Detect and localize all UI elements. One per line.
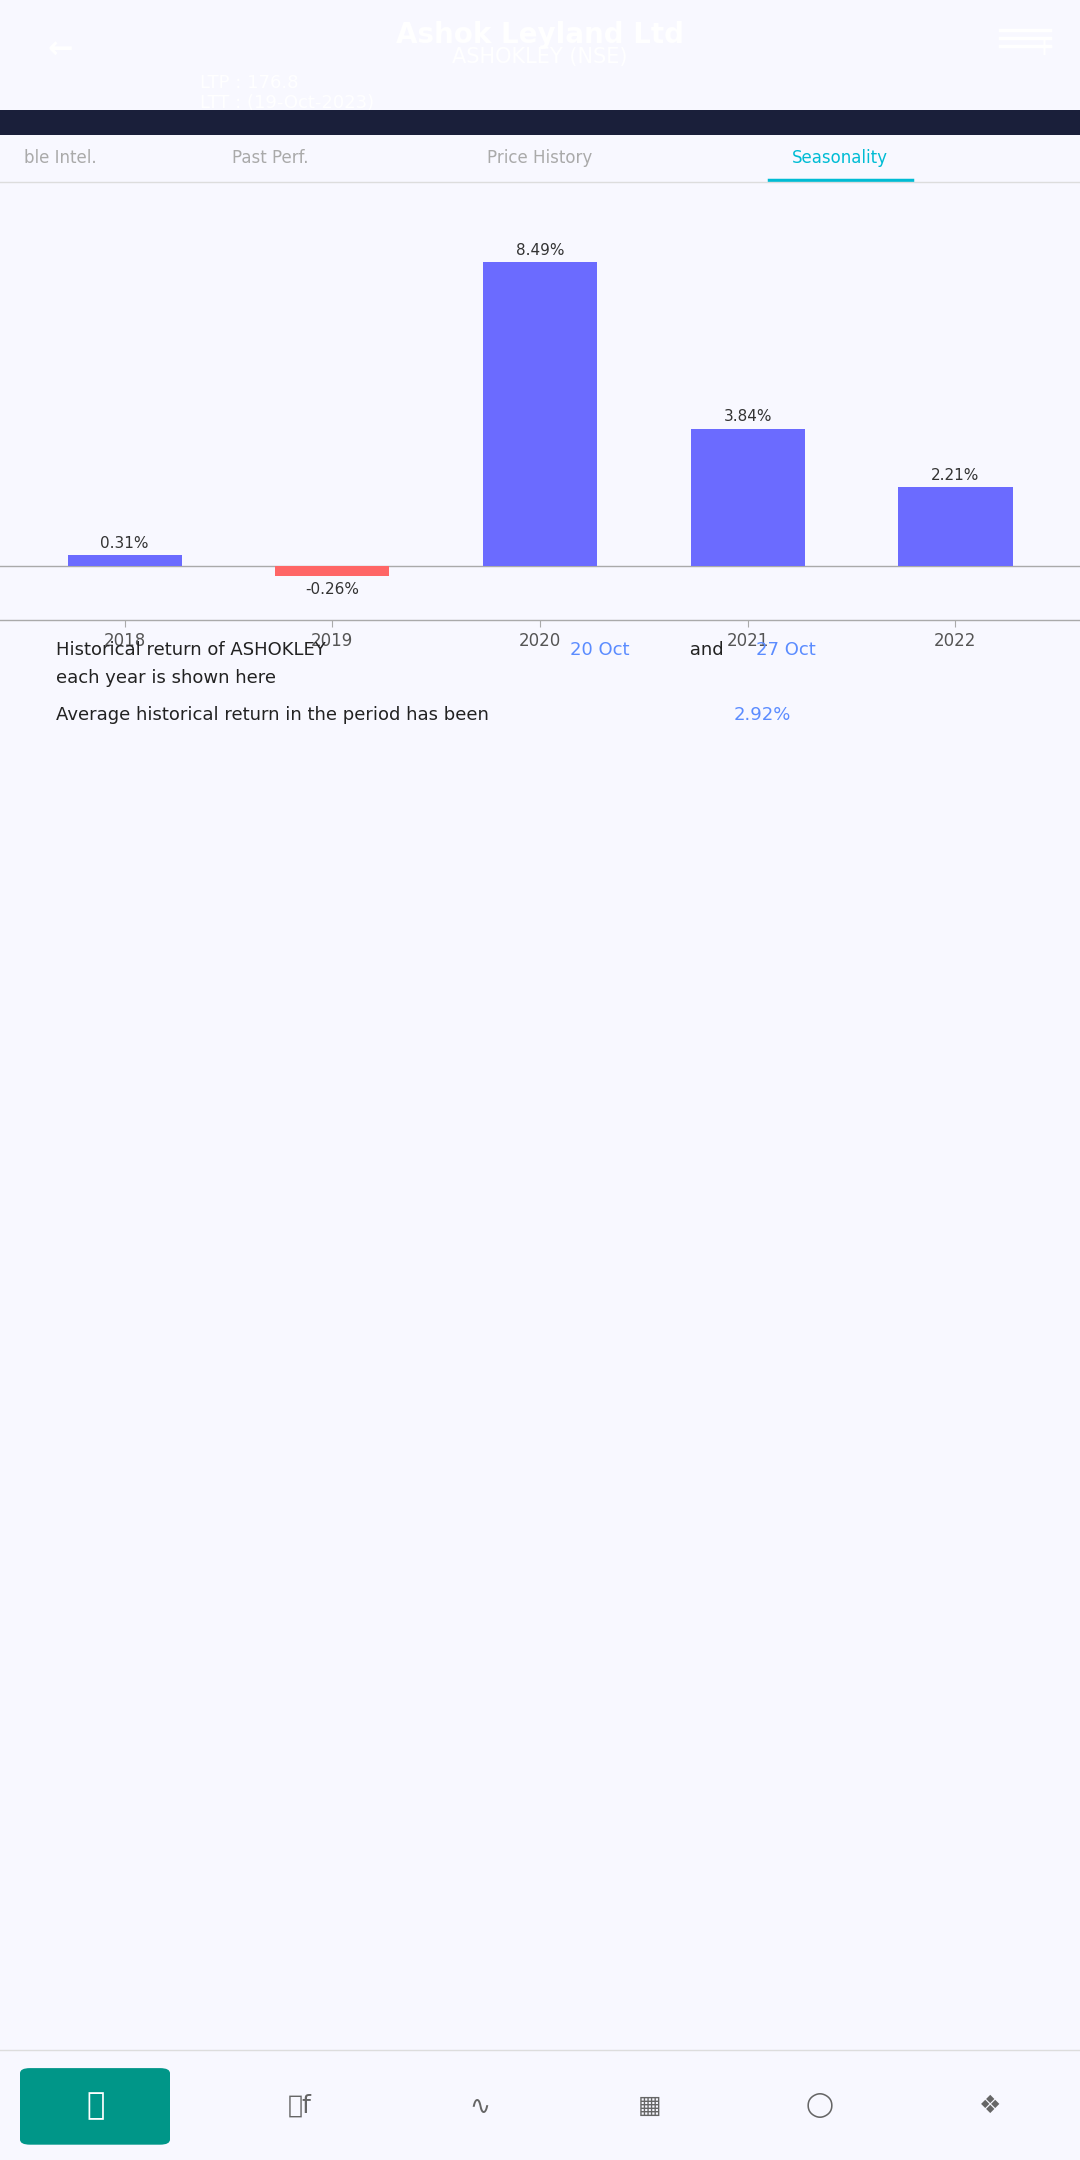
- Bar: [899, 486, 1013, 566]
- Text: 2.92%: 2.92%: [734, 706, 792, 724]
- Bar: [275, 566, 390, 575]
- Text: and: and: [684, 642, 729, 659]
- Text: ble Intel.: ble Intel.: [24, 149, 96, 166]
- Text: Average historical return in the period has been: Average historical return in the period …: [56, 706, 495, 724]
- Text: 0.31%: 0.31%: [100, 536, 149, 551]
- Text: ←: ←: [48, 35, 72, 65]
- Text: ASHOKLEY (NSE): ASHOKLEY (NSE): [453, 48, 627, 67]
- Text: Past Perf.: Past Perf.: [232, 149, 308, 166]
- Text: LTP : 176.8: LTP : 176.8: [200, 73, 298, 93]
- Text: 𝒳: 𝒳: [86, 2091, 105, 2121]
- Text: 20 Oct: 20 Oct: [570, 642, 630, 659]
- Bar: [690, 428, 805, 566]
- Text: ◯: ◯: [806, 2093, 834, 2119]
- Text: 𝒳f: 𝒳f: [288, 2093, 312, 2119]
- Text: each year is shown here: each year is shown here: [56, 670, 276, 687]
- Text: Ashok Leyland Ltd: Ashok Leyland Ltd: [396, 22, 684, 50]
- Bar: [67, 555, 181, 566]
- Text: ▦: ▦: [638, 2093, 662, 2119]
- FancyBboxPatch shape: [21, 2067, 170, 2145]
- Text: ∿: ∿: [470, 2093, 490, 2119]
- Text: 3.84%: 3.84%: [724, 410, 772, 423]
- Text: Historical return of ASHOKLEY: Historical return of ASHOKLEY: [56, 642, 332, 659]
- Bar: [483, 261, 597, 566]
- Text: 8.49%: 8.49%: [516, 242, 564, 257]
- Text: Seasonality: Seasonality: [792, 149, 888, 166]
- FancyBboxPatch shape: [0, 110, 1080, 134]
- Text: Price History: Price History: [487, 149, 593, 166]
- Text: +: +: [1034, 37, 1054, 60]
- Text: ❖: ❖: [978, 2093, 1001, 2119]
- Text: -0.26%: -0.26%: [306, 581, 360, 596]
- Text: LTT : (19-Oct-2023): LTT : (19-Oct-2023): [200, 95, 374, 112]
- Text: 27 Oct: 27 Oct: [756, 642, 815, 659]
- Text: 2.21%: 2.21%: [931, 469, 980, 482]
